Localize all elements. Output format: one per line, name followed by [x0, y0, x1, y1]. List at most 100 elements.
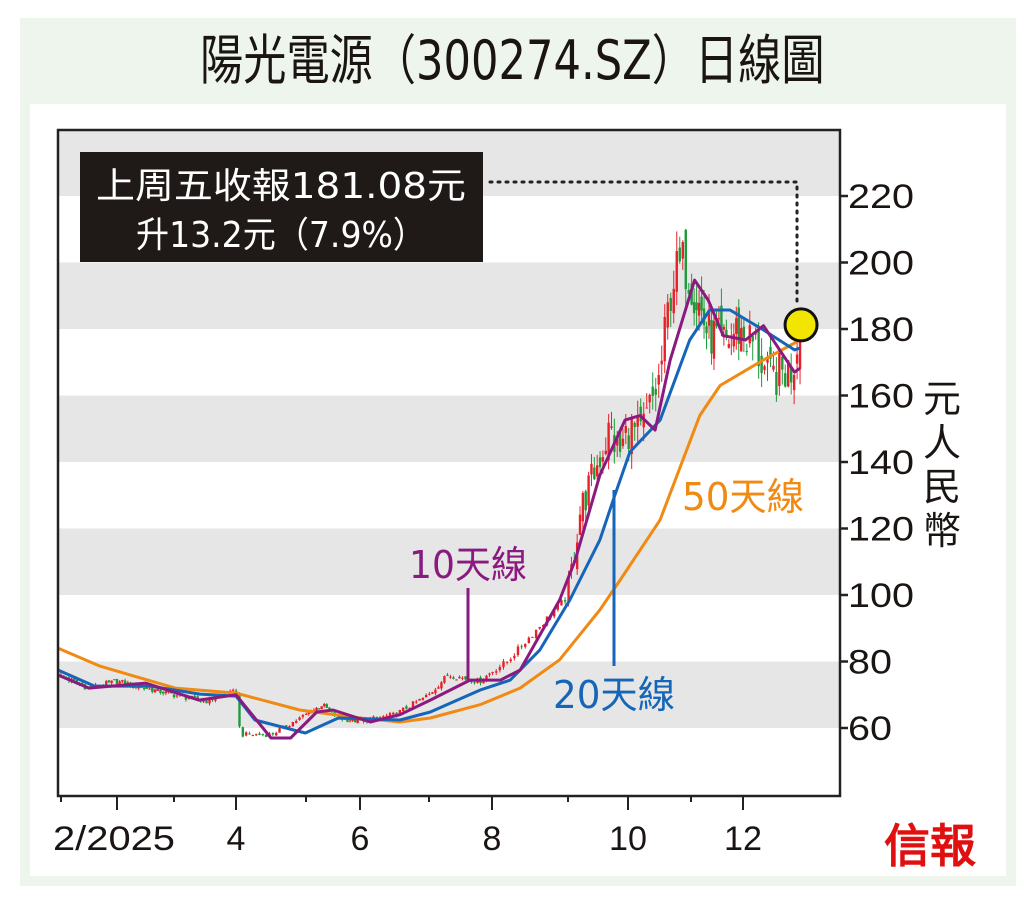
candle [464, 676, 467, 681]
x-tick-label: 12 [724, 820, 762, 858]
candle [598, 451, 602, 474]
candle [593, 456, 596, 481]
candle [254, 733, 258, 736]
candle [778, 348, 781, 396]
candle [107, 679, 111, 684]
y-tick-label: 80 [848, 644, 892, 682]
candle [763, 364, 766, 375]
chart-title: 陽光電源（300274.SZ）日線圖 [0, 18, 1024, 104]
y-tick-label: 180 [848, 311, 914, 349]
candle [781, 354, 784, 385]
candle [275, 731, 278, 737]
candle [757, 322, 760, 379]
candle [590, 454, 593, 487]
candle [663, 304, 666, 374]
candle [317, 708, 321, 710]
candle [421, 697, 425, 701]
candle [633, 421, 636, 441]
candle [509, 657, 512, 663]
candle [325, 703, 328, 708]
candle [418, 698, 421, 701]
candle [792, 373, 796, 405]
candle [527, 636, 531, 644]
candle [795, 338, 799, 380]
candle [516, 644, 520, 657]
y-label-char: 民 [923, 465, 961, 509]
candle [675, 231, 678, 306]
candle [320, 706, 323, 710]
candle [295, 719, 298, 724]
y-tick-label: 220 [848, 178, 914, 216]
x-axis: 2/2025 4 6 8 10 12 [53, 796, 762, 858]
candle [610, 411, 613, 430]
candle [789, 353, 793, 395]
moving-average-lines [57, 278, 801, 740]
candle [524, 643, 527, 649]
callout-line2: 升13.2元（7.9%） [136, 215, 426, 256]
candle [298, 716, 301, 721]
candle [563, 597, 567, 605]
candle [142, 687, 146, 691]
candle [654, 377, 657, 412]
candle [751, 332, 754, 361]
candle [651, 372, 654, 410]
candle [455, 679, 458, 681]
candle [405, 704, 408, 710]
candle [660, 345, 663, 382]
candle [784, 364, 787, 388]
band-140-160 [58, 395, 840, 462]
candle [378, 716, 382, 719]
candle [458, 675, 461, 679]
candle [584, 489, 587, 523]
candle [440, 681, 443, 691]
candle [621, 428, 625, 449]
candle [498, 664, 502, 673]
candle [692, 288, 696, 326]
candle [214, 698, 217, 703]
ma20-label: 20天線 [553, 673, 675, 717]
candle [113, 679, 116, 681]
y-tick-label: 120 [848, 511, 914, 549]
band-100-120 [58, 528, 840, 595]
candle [705, 321, 708, 350]
candle [581, 491, 585, 535]
candle [669, 292, 672, 328]
band-60-80 [58, 661, 840, 728]
candle [172, 693, 176, 699]
candle [323, 702, 326, 708]
callout-box [80, 152, 483, 262]
candle [431, 691, 434, 694]
candle [531, 636, 534, 638]
candle [742, 317, 746, 353]
candle [672, 270, 675, 324]
candle [301, 713, 305, 719]
candle [678, 236, 681, 264]
candle [657, 363, 660, 398]
y-tick-label: 200 [848, 245, 914, 283]
candle [712, 314, 716, 370]
candle [473, 681, 476, 685]
candle [775, 357, 778, 402]
candle [520, 644, 523, 650]
y-tick-label: 60 [848, 710, 892, 748]
candle [513, 653, 516, 661]
candle [502, 658, 505, 670]
candle [648, 393, 651, 414]
candle [118, 679, 121, 685]
callout-leader-dotted [488, 180, 799, 307]
candle [452, 675, 455, 680]
candle [264, 734, 268, 738]
candle [231, 688, 235, 692]
x-tick-label: 2/2025 [53, 820, 175, 858]
candle [434, 687, 437, 696]
x-tick-label: 8 [483, 820, 502, 858]
candle [769, 336, 772, 368]
candle [161, 690, 165, 696]
candle [110, 680, 113, 685]
candle [446, 672, 449, 677]
logo-hkej: 信報 [884, 819, 976, 873]
candle [636, 400, 639, 443]
candle [449, 674, 452, 679]
candle [630, 413, 633, 469]
candle [604, 437, 607, 456]
